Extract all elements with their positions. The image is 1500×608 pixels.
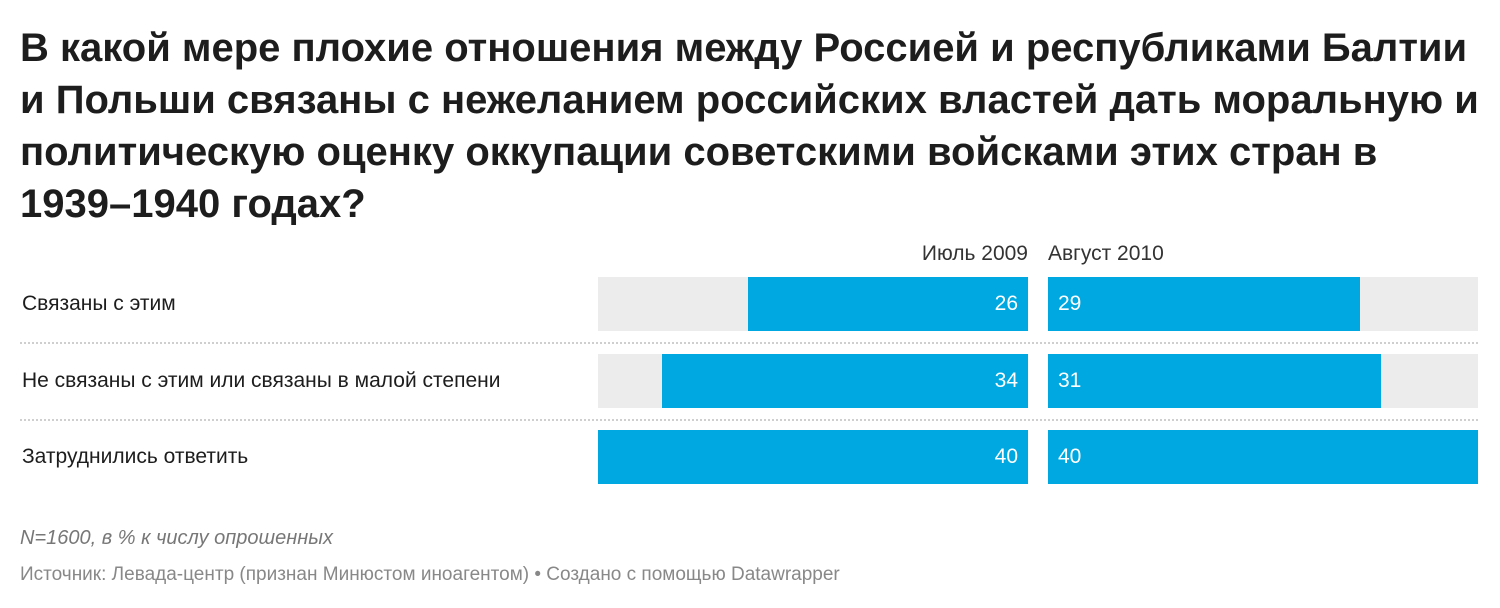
data-label: 29 (1058, 292, 1082, 315)
bar-track: 26 (598, 277, 1028, 331)
category-label: Затруднились ответить (22, 445, 249, 468)
data-label: 31 (1058, 369, 1082, 392)
chart-title: В какой мере плохие отношения между Росс… (20, 26, 1479, 226)
bar-track: 34 (598, 354, 1028, 408)
data-label: 40 (1058, 445, 1082, 468)
data-label: 40 (994, 445, 1018, 468)
bar (1048, 430, 1478, 484)
bar (598, 430, 1028, 484)
bar (662, 354, 1028, 408)
row-separator (20, 342, 1478, 344)
bar (1048, 277, 1360, 331)
chart-notes: N=1600, в % к числу опрошенных (20, 527, 333, 549)
series-header-august-2010: Август 2010 (1048, 242, 1164, 265)
row-separator (20, 419, 1478, 421)
bar-track: 31 (1048, 354, 1478, 408)
category-label: Не связаны с этим или связаны в малой ст… (22, 369, 501, 392)
series-header-july-2009: Июль 2009 (921, 242, 1028, 265)
chart-source: Источник: Левада-центр (признан Минюстом… (20, 564, 840, 585)
bar (1048, 354, 1381, 408)
bar-track: 40 (1048, 430, 1478, 484)
data-label: 26 (994, 292, 1018, 315)
data-label: 34 (994, 369, 1018, 392)
category-label: Связаны с этим (22, 292, 176, 315)
bar-track: 40 (598, 430, 1028, 484)
bar-track: 29 (1048, 277, 1478, 331)
bar (748, 277, 1028, 331)
